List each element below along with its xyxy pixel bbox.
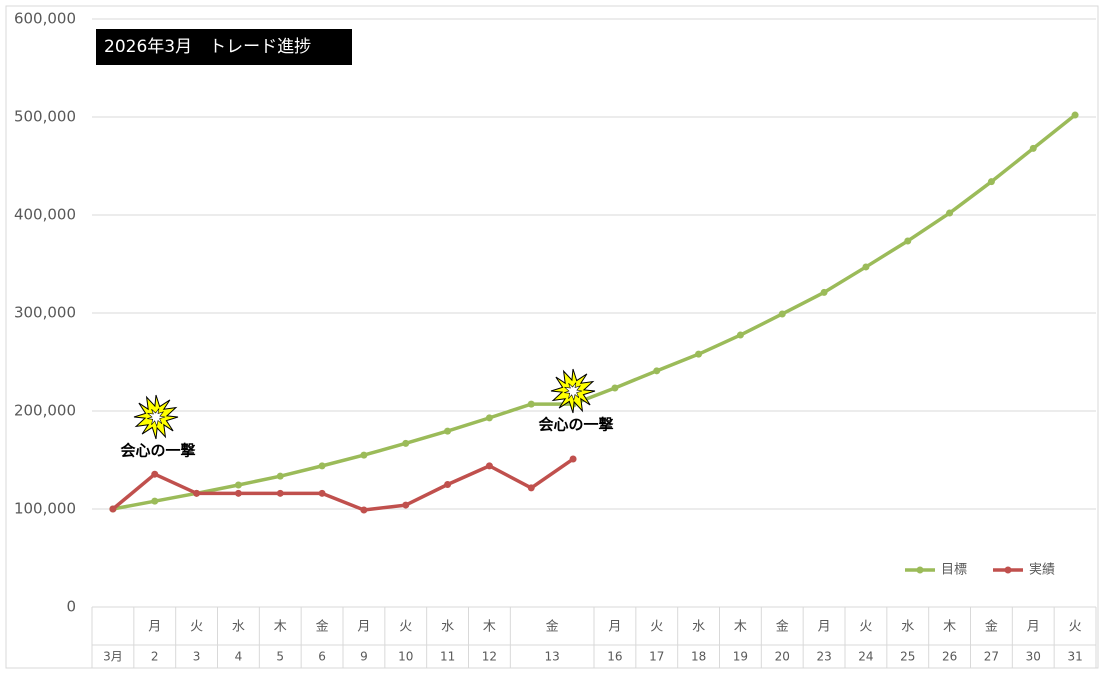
- x-tick-label: 木: [734, 620, 747, 635]
- point: [946, 209, 954, 217]
- x-tick-label: 火: [1069, 620, 1082, 635]
- y-tick-label: 200,000: [14, 402, 76, 420]
- x-tick-label: 金: [316, 619, 329, 635]
- x-tick-label: 11: [440, 650, 455, 664]
- x-tick-label: 金: [985, 619, 998, 635]
- point: [527, 400, 535, 408]
- point: [778, 310, 786, 318]
- x-tick-label: 月: [357, 620, 370, 635]
- legend-label: 実績: [1029, 562, 1055, 578]
- point: [234, 489, 242, 497]
- x-tick-label: 6: [318, 650, 326, 664]
- x-tick-label: 26: [942, 650, 957, 664]
- x-tick-label: 24: [858, 650, 873, 664]
- starburst-core: [563, 382, 583, 402]
- point: [820, 288, 828, 296]
- x-tick-label: 2: [151, 650, 159, 664]
- x-tick-label: 16: [607, 650, 622, 664]
- point: [360, 506, 368, 514]
- x-tick-label: 3月: [103, 650, 123, 664]
- x-tick-label: 木: [943, 620, 956, 635]
- point: [987, 178, 995, 186]
- point: [402, 501, 410, 509]
- x-tick-label: 27: [984, 650, 999, 664]
- point: [318, 489, 326, 497]
- x-tick-label: 金: [546, 619, 559, 635]
- legend-marker: [916, 566, 924, 574]
- point: [444, 427, 452, 435]
- title-box: [96, 29, 352, 65]
- point: [1029, 144, 1037, 152]
- series-line: [111, 457, 575, 512]
- y-tick-label: 100,000: [14, 500, 76, 518]
- x-tick-label: 20: [775, 650, 790, 664]
- x-tick-label: 火: [859, 620, 872, 635]
- x-tick-label: 30: [1026, 650, 1041, 664]
- point: [151, 470, 159, 478]
- x-tick-label: 火: [399, 620, 412, 635]
- point: [1071, 111, 1079, 119]
- y-tick-label: 500,000: [14, 108, 76, 126]
- x-tick-label: 17: [649, 650, 664, 664]
- x-tick-label: 月: [148, 620, 161, 635]
- point: [318, 462, 326, 470]
- annotation: 会心の一撃: [538, 416, 613, 434]
- point: [234, 481, 242, 489]
- chart-title: 2026年3月 トレード進捗: [104, 37, 311, 57]
- point: [653, 367, 661, 375]
- point: [611, 384, 619, 392]
- x-tick-label: 3: [193, 650, 201, 664]
- x-tick-label: 4: [235, 650, 243, 664]
- annotation: 会心の一撃: [120, 442, 195, 460]
- x-tick-label: 水: [692, 620, 705, 635]
- point: [485, 414, 493, 422]
- x-tick-label: 月: [608, 620, 621, 635]
- point: [276, 472, 284, 480]
- legend-label: 目標: [941, 563, 967, 578]
- point: [695, 350, 703, 358]
- point: [151, 497, 159, 505]
- x-tick-label: 31: [1067, 650, 1082, 664]
- starburst-core: [146, 408, 166, 428]
- x-tick-label: 金: [776, 619, 789, 635]
- x-tick-label: 19: [733, 650, 748, 664]
- point: [569, 455, 577, 463]
- y-tick-label: 600,000: [14, 10, 76, 28]
- x-tick-label: 水: [232, 620, 245, 635]
- y-tick-label: 0: [66, 598, 76, 616]
- x-tick-label: 月: [818, 620, 831, 635]
- y-tick-label: 400,000: [14, 206, 76, 224]
- point: [527, 484, 535, 492]
- x-tick-label: 5: [276, 650, 284, 664]
- point: [109, 505, 117, 513]
- point: [360, 451, 368, 459]
- legend-marker: [1004, 566, 1012, 574]
- point: [276, 489, 284, 497]
- x-tick-label: 23: [816, 650, 831, 664]
- x-tick-label: 水: [441, 620, 454, 635]
- x-tick-label: 12: [482, 650, 497, 664]
- x-tick-label: 火: [190, 620, 203, 635]
- x-tick-label: 月: [1027, 620, 1040, 635]
- x-tick-label: 木: [483, 620, 496, 635]
- point: [193, 489, 201, 497]
- series-line: [112, 113, 1077, 511]
- point: [402, 439, 410, 447]
- x-tick-label: 10: [398, 650, 413, 664]
- x-tick-label: 木: [274, 620, 287, 635]
- point: [862, 263, 870, 271]
- x-tick-label: 9: [360, 650, 368, 664]
- chart-border: [5, 5, 1099, 669]
- point: [736, 331, 744, 339]
- x-tick-label: 13: [545, 650, 560, 664]
- x-tick-label: 25: [900, 650, 915, 664]
- x-tick-label: 18: [691, 650, 706, 664]
- point: [904, 237, 912, 245]
- x-tick-label: 火: [650, 620, 663, 635]
- y-tick-label: 300,000: [14, 304, 76, 322]
- x-tick-label: 水: [901, 620, 914, 635]
- point: [444, 481, 452, 488]
- point: [485, 462, 493, 470]
